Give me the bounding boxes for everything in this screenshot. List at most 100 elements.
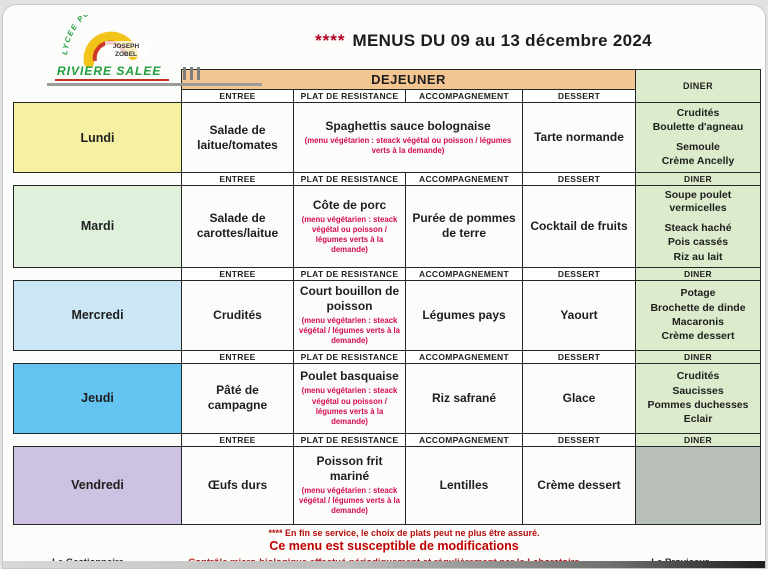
menu-row-lundi: Lundi Salade de laitue/tomates Spaghetti… [13, 102, 761, 173]
footer-service-note: **** En fin se service, le choix de plat… [268, 527, 540, 538]
col-header-accompagnement: ACCOMPAGNEMENT [405, 89, 523, 103]
col-header-diner: DINER [635, 432, 761, 447]
column-header-band: ENTREE PLAT DE RESISTANCE ACCOMPAGNEMENT… [14, 172, 761, 186]
day-cell-vendredi: Vendredi [13, 445, 182, 525]
spacer-cell [14, 90, 182, 103]
col-header-accompagnement: ACCOMPAGNEMENT [405, 432, 523, 447]
diner-cell: Crudités Boulette d'agneau Semoule Crème… [635, 102, 761, 173]
plat-cell: Poulet basquaise (menu végétarien : stea… [293, 362, 406, 434]
col-header-accompagnement: ACCOMPAGNEMENT [405, 172, 523, 186]
footer-modification-note: Ce menu est susceptible de modifications [269, 538, 519, 553]
menu-row-jeudi: Jeudi Pâté de campagne Poulet basquaise … [13, 362, 761, 434]
school-logo-emblem: LYCEE POLYVALENT JOSEPH ZOBEL [60, 5, 147, 68]
diner-header: DINER [635, 69, 761, 103]
plat-name: Poisson frit mariné [316, 453, 383, 483]
logo-name-line1: JOSEPH [113, 43, 140, 50]
dessert-cell: Tarte normande [522, 102, 636, 173]
vegetarian-note: (menu végétarien : steack végétal ou poi… [304, 135, 512, 155]
diner-item: Crème Ancelly [661, 155, 735, 168]
school-logo: LYCEE POLYVALENT JOSEPH ZOBEL RIVIERE SA… [3, 5, 262, 86]
vegetarian-note: (menu végétarien : steack végétal / légu… [299, 485, 400, 516]
diner-item: Soupe poulet vermicelles [664, 189, 732, 215]
plat-cell: Côte de porc (menu végétarien : steack v… [293, 185, 406, 268]
spacer-cell [14, 433, 182, 446]
plat-name: Côte de porc [312, 197, 387, 212]
vegetarian-note: (menu végétarien : steack végétal / légu… [299, 315, 400, 346]
column-header-band: ENTREE PLAT DE RESISTANCE ACCOMPAGNEMENT… [14, 266, 761, 281]
column-header-band: ENTREE PLAT DE RESISTANCE ACCOMPAGNEMENT… [14, 89, 761, 103]
logo-text-box [105, 41, 147, 57]
col-header-accompagnement: ACCOMPAGNEMENT [405, 266, 523, 281]
col-header-dessert: DESSERT [522, 432, 636, 447]
diner-item: Potage [680, 287, 716, 300]
entree-cell: Crudités [181, 279, 294, 351]
diner-cell: Crudités Saucisses Pommes duchesses Ecla… [635, 362, 761, 434]
scanned-page: LYCEE POLYVALENT JOSEPH ZOBEL RIVIERE SA… [2, 4, 766, 569]
diner-item: Riz au lait [673, 250, 723, 263]
page-header: LYCEE POLYVALENT JOSEPH ZOBEL RIVIERE SA… [3, 5, 765, 86]
plat-cell: Spaghettis sauce bolognaise (menu végéta… [293, 102, 523, 173]
dessert-cell: Crème dessert [522, 445, 636, 525]
logo-bars-decoration [183, 67, 201, 80]
diner-item: Boulette d'agneau [652, 120, 744, 133]
diner-item: Crème dessert [661, 329, 735, 342]
col-header-dessert: DESSERT [522, 349, 636, 364]
plat-cell: Poisson frit mariné (menu végétarien : s… [293, 445, 406, 525]
diner-item: Semoule [676, 141, 720, 153]
menu-table: DEJEUNER DINER ENTREE PLAT DE RESISTANCE… [13, 69, 761, 525]
spacer-cell [14, 173, 182, 186]
diner-cell: Soupe poulet vermicelles Steack haché Po… [635, 185, 761, 268]
page-title: **** MENUS DU 09 au 13 décembre 2024 [238, 15, 765, 51]
accompagnement-cell: Lentilles [405, 445, 523, 525]
col-header-entree: ENTREE [181, 172, 294, 186]
diner-item: Pommes duchesses [647, 398, 749, 411]
title-text: MENUS DU 09 au 13 décembre 2024 [352, 31, 652, 50]
day-cell-jeudi: Jeudi [13, 362, 182, 434]
spacer-cell [14, 350, 182, 363]
col-header-dessert: DESSERT [522, 266, 636, 281]
column-header-band: ENTREE PLAT DE RESISTANCE ACCOMPAGNEMENT… [14, 349, 761, 364]
day-cell-lundi: Lundi [13, 102, 182, 173]
day-cell-mardi: Mardi [13, 185, 182, 268]
col-header-plat: PLAT DE RESISTANCE [293, 172, 406, 186]
col-header-plat: PLAT DE RESISTANCE [293, 432, 406, 447]
col-header-diner: DINER [635, 349, 761, 364]
accompagnement-cell: Purée de pommes de terre [405, 185, 523, 268]
col-header-dessert: DESSERT [522, 172, 636, 186]
vegetarian-note: (menu végétarien : steack végétal ou poi… [301, 386, 398, 426]
diner-item: Pois cassés [667, 236, 729, 249]
logo-city-banner: RIVIERE SALEE [55, 64, 170, 81]
diner-item: Macaronis [672, 315, 724, 328]
col-header-diner: DINER [635, 172, 761, 186]
title-stars: **** [315, 31, 346, 50]
menu-row-mercredi: Mercredi Crudités Court bouillon de pois… [13, 279, 761, 351]
col-header-accompagnement: ACCOMPAGNEMENT [405, 349, 523, 364]
col-header-plat: PLAT DE RESISTANCE [293, 89, 406, 103]
diner-item: Eclair [683, 412, 713, 425]
diner-item: Brochette de dinde [650, 301, 746, 314]
menu-row-mardi: Mardi Salade de carottes/laitue Côte de … [13, 185, 761, 268]
dejeuner-header: DEJEUNER [181, 69, 636, 90]
meal-header-row: DEJEUNER DINER [14, 69, 761, 103]
col-header-entree: ENTREE [181, 349, 294, 364]
col-header-entree: ENTREE [181, 432, 294, 447]
accompagnement-cell: Légumes pays [405, 279, 523, 351]
diner-item: Crudités [676, 370, 720, 383]
day-cell-mercredi: Mercredi [13, 279, 182, 351]
vegetarian-note: (menu végétarien : steack végétal ou poi… [301, 214, 398, 254]
diner-item: Crudités [676, 106, 720, 119]
col-header-diner: DINER [635, 266, 761, 281]
entree-cell: Salade de carottes/laitue [181, 185, 294, 268]
column-header-band: ENTREE PLAT DE RESISTANCE ACCOMPAGNEMENT… [14, 432, 761, 447]
entree-cell: Pâté de campagne [181, 362, 294, 434]
diner-cell-empty [635, 445, 761, 525]
plat-name: Poulet basquaise [300, 369, 399, 384]
spacer-cell [14, 267, 182, 280]
dessert-cell: Glace [522, 362, 636, 434]
col-header-entree: ENTREE [181, 89, 294, 103]
logo-underline [47, 83, 262, 86]
col-header-plat: PLAT DE RESISTANCE [293, 349, 406, 364]
diner-item: Steack haché [664, 222, 732, 235]
menu-row-vendredi: Vendredi Œufs durs Poisson frit mariné (… [13, 445, 761, 525]
col-header-dessert: DESSERT [522, 89, 636, 103]
